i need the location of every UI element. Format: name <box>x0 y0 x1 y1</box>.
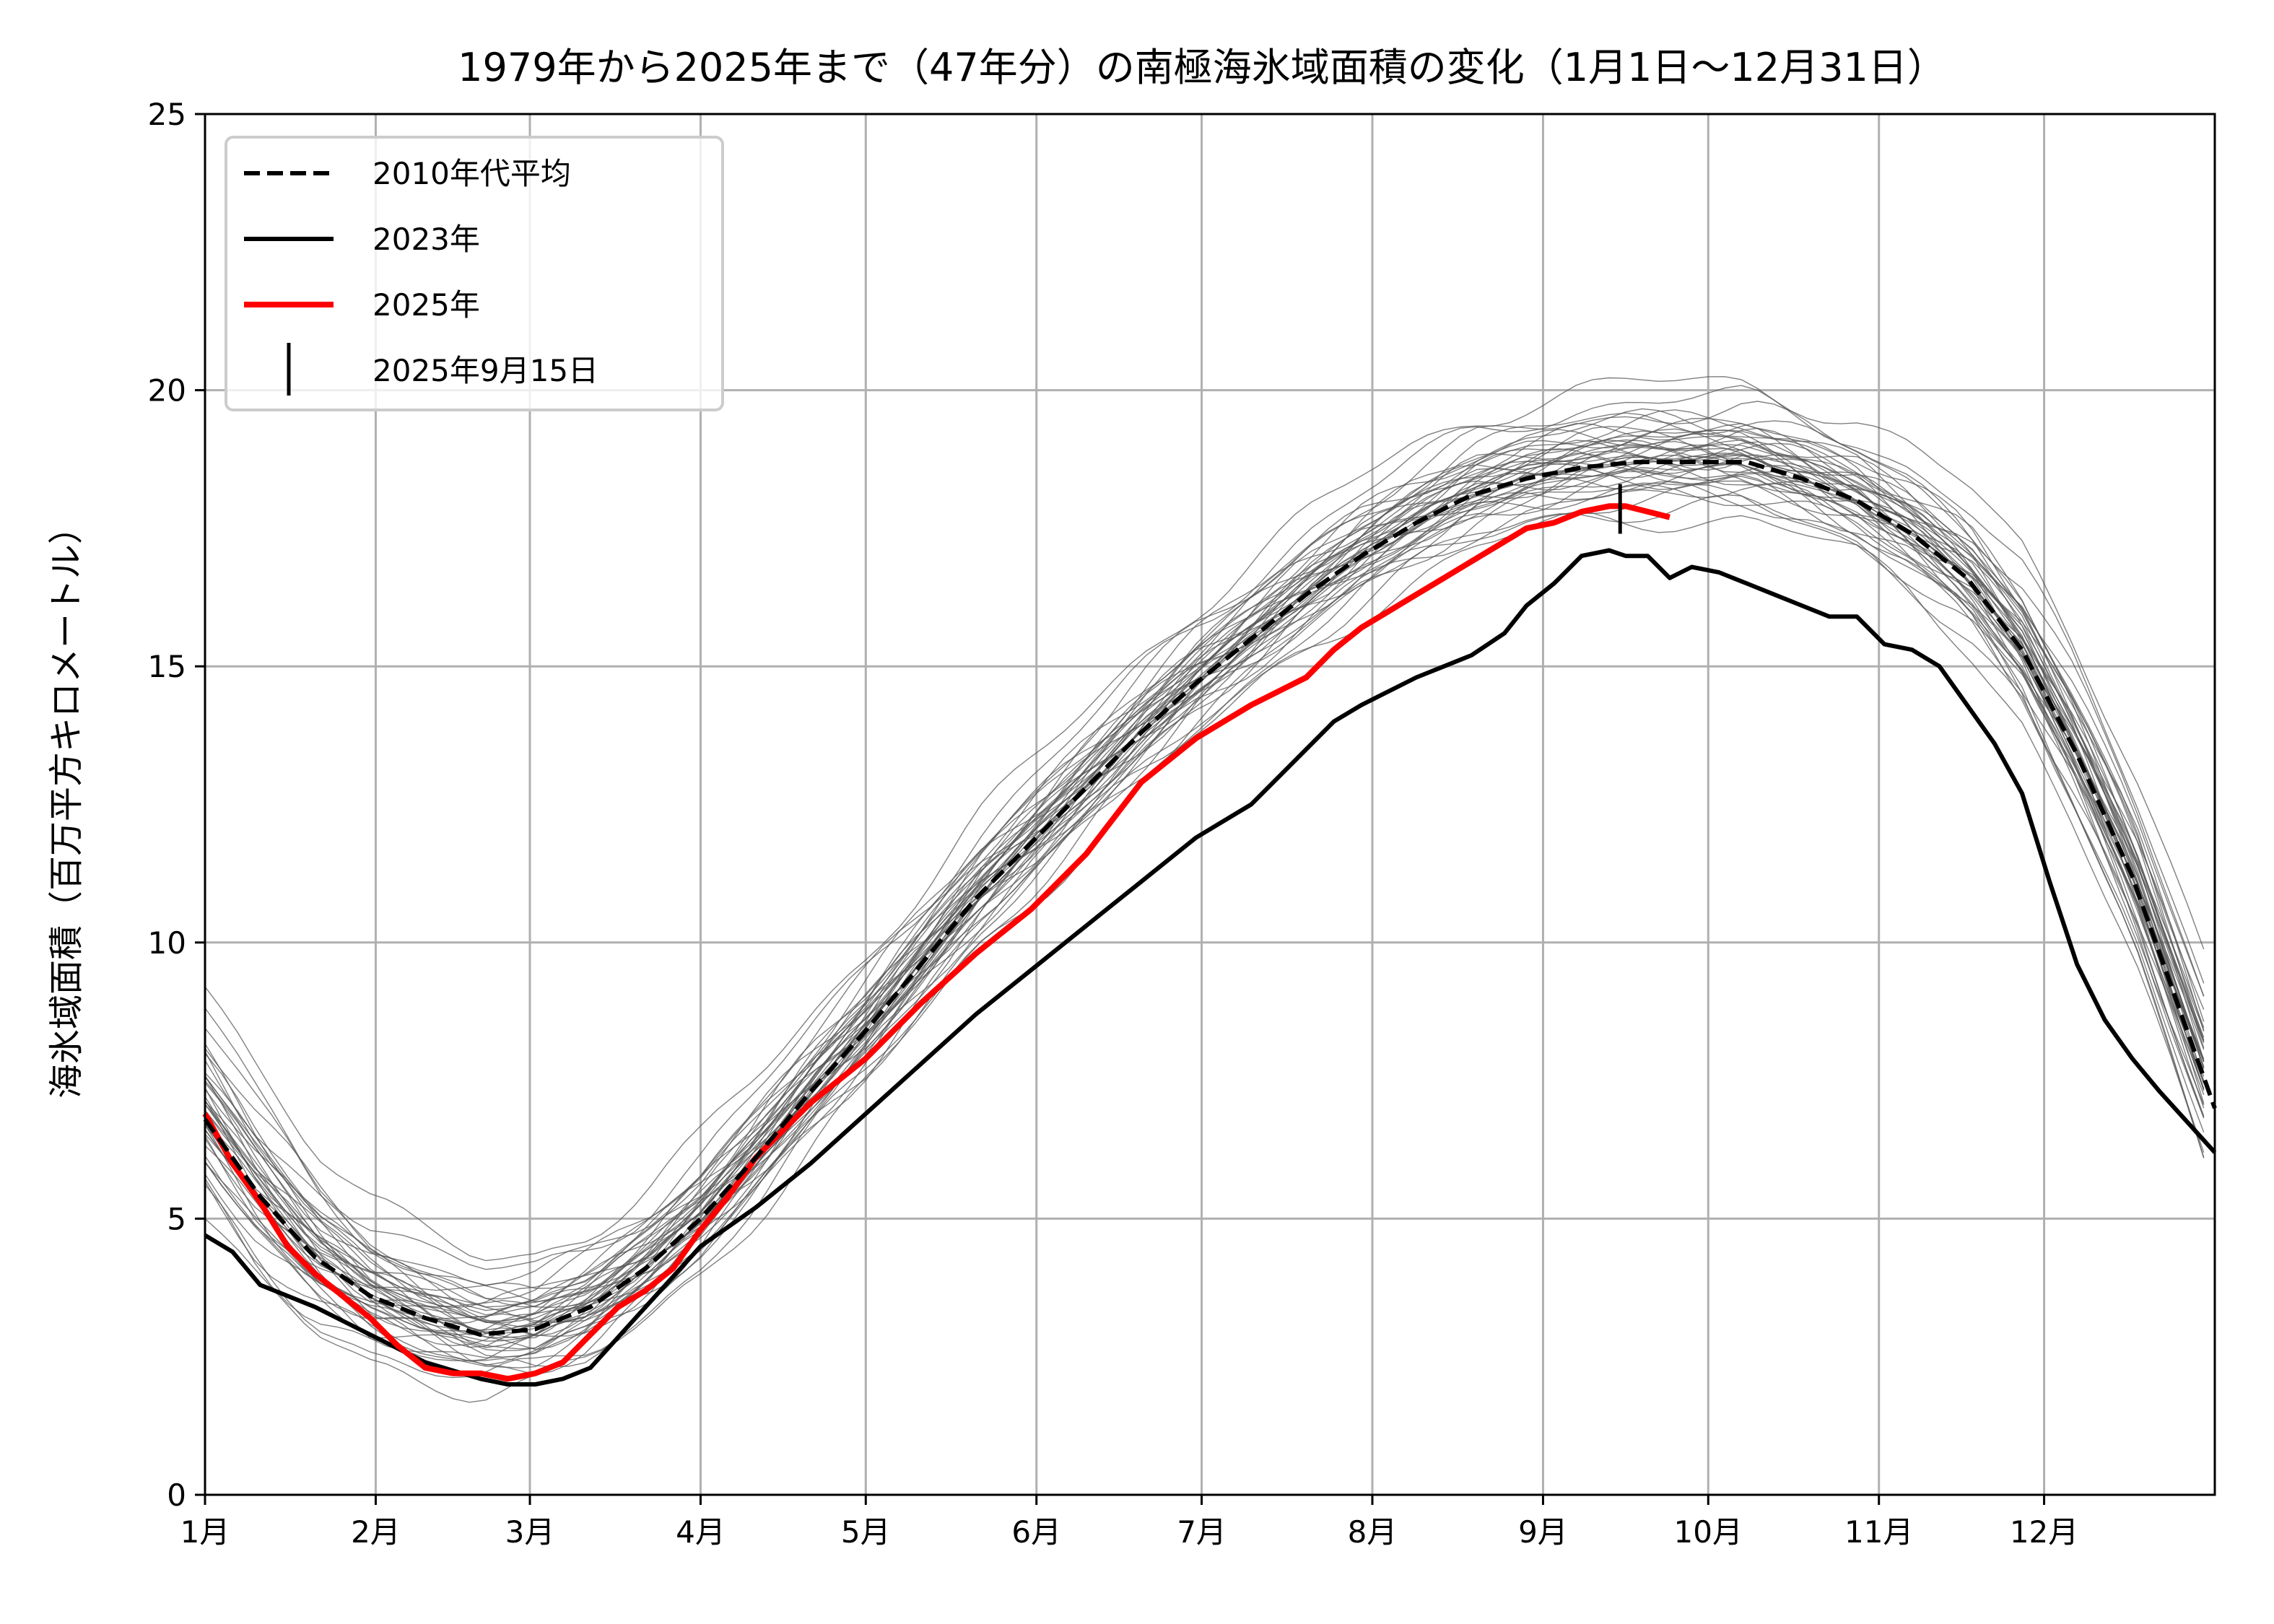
historical-year-line <box>204 444 2205 1323</box>
legend-box <box>225 136 724 411</box>
x-axis-ticks: 1月 2月 3月 4月 5月 6月 7月 8月 9月 10月 11月 12月 <box>180 1495 2078 1550</box>
legend-label-2025: 2025年 <box>373 287 480 323</box>
chart-title: 1979年から2025年まで（47年分）の南極海氷域面積の変化（1月1日〜12月… <box>458 45 1946 90</box>
x-tick-label: 1月 <box>180 1514 230 1550</box>
x-tick-label: 6月 <box>1011 1514 1061 1550</box>
historical-year-line <box>204 439 2205 1324</box>
y-axis-ticks: 0 5 10 15 20 25 <box>148 97 205 1513</box>
historical-year-line <box>204 439 2205 1322</box>
y-tick-label: 15 <box>148 649 186 684</box>
historical-year-lines <box>204 376 2205 1403</box>
x-tick-label: 12月 <box>2010 1514 2078 1550</box>
historical-year-line <box>204 453 2205 1336</box>
x-tick-label: 8月 <box>1348 1514 1398 1550</box>
legend-label-marker: 2025年9月15日 <box>373 353 598 388</box>
legend-label-2023: 2023年 <box>373 222 480 257</box>
historical-year-line <box>204 417 2205 1291</box>
historical-year-line <box>204 430 2205 1327</box>
x-tick-label: 5月 <box>841 1514 891 1550</box>
historical-year-line <box>204 454 2205 1350</box>
series-line-2025 <box>202 503 1670 1382</box>
historical-year-line <box>204 422 2205 1318</box>
historical-year-line <box>204 481 2205 1376</box>
historical-year-line <box>204 465 2205 1366</box>
historical-year-line <box>204 376 2205 1262</box>
historical-year-line <box>204 385 2205 1270</box>
y-tick-label: 20 <box>148 373 186 409</box>
x-tick-label: 3月 <box>505 1514 555 1550</box>
historical-year-line <box>204 484 2205 1368</box>
historical-year-line <box>204 401 2205 1286</box>
x-tick-label: 7月 <box>1177 1514 1227 1550</box>
series-line-2010s-mean <box>203 460 2217 1337</box>
x-tick-label: 11月 <box>1844 1514 1913 1550</box>
historical-year-line <box>204 408 2205 1308</box>
grid <box>205 114 2215 1495</box>
historical-year-line <box>204 471 2205 1358</box>
historical-year-line <box>204 409 2205 1303</box>
historical-year-line <box>204 440 2205 1335</box>
historical-year-line <box>204 427 2205 1311</box>
historical-year-line <box>204 428 2205 1324</box>
legend: 2010年代平均 2023年 2025年 2025年9月15日 <box>225 136 724 411</box>
historical-year-line <box>204 429 2205 1309</box>
x-tick-label: 2月 <box>351 1514 401 1550</box>
y-axis-label: 海氷域面積（百万平方キロメートル） <box>46 510 87 1099</box>
y-tick-label: 0 <box>167 1477 186 1513</box>
series-lines <box>202 460 2217 1387</box>
historical-year-line <box>204 441 2205 1323</box>
plot-frame <box>204 113 2216 1496</box>
historical-year-line <box>204 445 2205 1339</box>
historical-year-line <box>204 450 2205 1348</box>
historical-year-line <box>204 460 2205 1350</box>
y-tick-label: 10 <box>148 925 186 961</box>
historical-year-line <box>204 494 2205 1379</box>
historical-year-line <box>204 455 2205 1337</box>
historical-year-line <box>204 423 2205 1308</box>
x-tick-label: 10月 <box>1674 1514 1743 1550</box>
historical-year-line <box>204 468 2205 1362</box>
historical-year-line <box>204 463 2205 1347</box>
y-tick-label: 5 <box>167 1201 186 1236</box>
historical-year-line <box>204 412 2205 1300</box>
historical-year-line <box>204 440 2205 1337</box>
historical-year-line <box>204 465 2205 1342</box>
historical-year-line <box>204 483 2205 1358</box>
x-tick-label: 9月 <box>1518 1514 1568 1550</box>
series-line-2023 <box>204 548 2217 1387</box>
historical-year-line <box>204 484 2205 1368</box>
y-tick-label: 25 <box>148 97 186 132</box>
x-tick-label: 4月 <box>676 1514 726 1550</box>
legend-label-2010s-mean: 2010年代平均 <box>373 156 571 191</box>
historical-year-line <box>204 444 2205 1324</box>
historical-year-line <box>204 454 2205 1339</box>
historical-year-line <box>204 439 2205 1334</box>
